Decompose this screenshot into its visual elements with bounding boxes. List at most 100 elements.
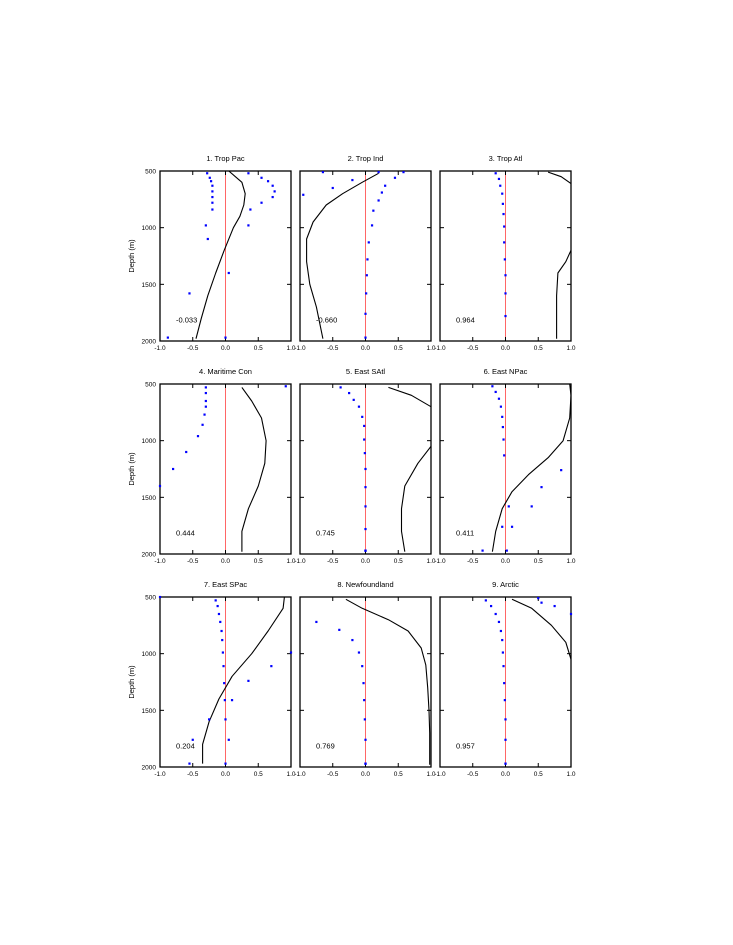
- panel-4-dot: [284, 385, 287, 388]
- panel-6-dot: [560, 469, 563, 472]
- panel-1-dot: [271, 184, 274, 187]
- panel-4-dot: [204, 386, 207, 389]
- panel-5-curve: [388, 386, 431, 408]
- panel-7-dot: [230, 699, 234, 702]
- panel-7-dot: [219, 620, 222, 624]
- panel-6-dot: [540, 486, 543, 489]
- panel-4-correlation-label: 0.444: [176, 529, 195, 538]
- panel-1-title: 1. Trop Pac: [206, 154, 245, 163]
- panel-5-dot: [357, 405, 361, 408]
- panel-5-dot: [363, 424, 366, 428]
- panel-3-dot: [502, 212, 505, 216]
- panel-6-x-tick-label: 0.0: [501, 558, 510, 565]
- panel-1-dot: [211, 184, 214, 187]
- panel-7-dot: [188, 762, 191, 765]
- panel-1-x-tick-label: 1.0: [286, 345, 295, 352]
- panel-6-dot: [491, 385, 494, 388]
- panel-5-curve-2: [400, 445, 431, 552]
- panel-7-dot: [216, 604, 219, 608]
- panel-6-x-tick-label: -1.0: [434, 558, 446, 565]
- panel-6-dot: [505, 549, 508, 552]
- panel-3-x-tick-label: 1.0: [566, 345, 575, 352]
- panel-7-dot: [214, 599, 217, 602]
- panel-9-curve: [511, 598, 571, 660]
- panel-9-dot: [503, 682, 506, 685]
- panel-6-dot: [503, 454, 506, 457]
- panel-2-x-tick-label: -1.0: [294, 345, 306, 352]
- panel-7-curve: [202, 597, 285, 764]
- panel-3-dot: [503, 225, 506, 228]
- panel-2-dot: [366, 258, 369, 261]
- panel-7-x-tick-label: -1.0: [154, 771, 166, 778]
- panel-7-y-tick-label: 2000: [142, 765, 157, 772]
- panel-4-dot: [196, 435, 200, 438]
- panel-4-dot: [172, 467, 175, 471]
- panel-3-dot: [503, 241, 506, 244]
- panel-7-x-tick-label: 1.0: [286, 771, 295, 778]
- panel-5-dot: [364, 486, 367, 489]
- panel-4-dot: [185, 450, 188, 454]
- panel-7-y-tick-label: 1500: [142, 708, 157, 715]
- panel-9-dot: [504, 762, 507, 765]
- panel-2-title: 2. Trop Ind: [348, 154, 384, 163]
- panel-2-dot: [365, 292, 368, 295]
- panel-5-dot: [364, 467, 367, 471]
- panel-4-dot: [201, 423, 204, 426]
- panel-4-curve: [241, 387, 267, 552]
- panel-1-x-tick-label: 0.5: [254, 345, 263, 352]
- panel-1-y-axis-label: Depth (m): [127, 239, 136, 273]
- panel-5-dot: [363, 438, 366, 441]
- panel-1-dot: [206, 172, 209, 175]
- panel-6-dot: [530, 505, 533, 508]
- panel-6-dot: [497, 397, 501, 400]
- panel-7-dot: [224, 762, 227, 765]
- panel-4-y-tick-label: 500: [145, 382, 156, 389]
- panel-6-x-tick-label: 0.5: [534, 558, 543, 565]
- panel-1-dot: [208, 176, 211, 179]
- panel-8-x-tick-label: 1.0: [426, 771, 435, 778]
- panel-6-curve: [491, 384, 571, 552]
- panel-4-y-tick-label: 1000: [142, 438, 157, 445]
- panel-9-dot: [501, 638, 504, 642]
- panel-2-dot: [370, 224, 374, 227]
- panel-2-dot: [364, 312, 367, 315]
- panel-5-dot: [361, 415, 364, 418]
- panel-3-x-tick-label: 0.0: [501, 345, 510, 352]
- panel-9-title: 9. Arctic: [492, 580, 519, 589]
- panel-3-x-tick-label: -0.5: [467, 345, 479, 352]
- panel-6-dot: [507, 505, 510, 508]
- panel-1-dot: [204, 224, 207, 227]
- panel-5-x-tick-label: -0.5: [327, 558, 339, 565]
- panel-1-y-tick-label: 1500: [142, 282, 157, 289]
- panel-2-dot: [364, 336, 367, 339]
- panel-7-x-tick-label: 0.5: [254, 771, 263, 778]
- panel-9-dot: [503, 699, 506, 702]
- panel-5-dot: [364, 527, 367, 531]
- panel-2-dot: [402, 171, 405, 174]
- panel-3-correlation-label: 0.964: [456, 316, 475, 325]
- panel-9-dot: [484, 599, 487, 602]
- panel-7-dot: [289, 651, 293, 654]
- panel-9-dot: [553, 604, 556, 608]
- panel-6-dot: [502, 438, 505, 441]
- panel-2-dot: [384, 184, 387, 187]
- panel-8-dot: [361, 665, 364, 668]
- panel-1-y-tick-label: 1000: [142, 225, 157, 232]
- panel-2-curve: [306, 172, 379, 339]
- panel-6-dot: [501, 425, 504, 429]
- panel-4-x-tick-label: 0.0: [221, 558, 230, 565]
- panel-2-dot: [377, 199, 380, 202]
- panel-3-dot: [501, 192, 504, 195]
- panel-9-dot: [504, 718, 507, 721]
- panel-9-x-tick-label: -0.5: [467, 771, 479, 778]
- panel-1-dot: [224, 336, 227, 339]
- panel-8-dot: [364, 738, 367, 741]
- panel-8-dot: [351, 638, 354, 642]
- panel-9-x-tick-label: 0.0: [501, 771, 510, 778]
- panel-9-correlation-label: 0.957: [456, 742, 475, 751]
- panel-7-dot: [191, 738, 194, 741]
- panel-1-dot: [211, 190, 214, 193]
- panel-9-dot: [504, 738, 507, 741]
- panel-2-dot: [321, 171, 325, 174]
- panel-6-x-tick-label: 1.0: [566, 558, 575, 565]
